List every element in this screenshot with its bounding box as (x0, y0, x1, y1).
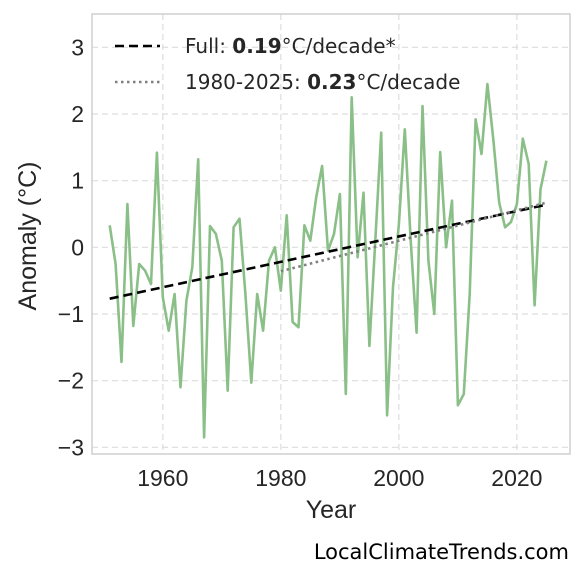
y-tick-label: 0 (71, 234, 84, 260)
x-axis-label: Year (306, 496, 357, 524)
legend-series-name: Full: (185, 34, 232, 58)
legend: Full: 0.19°C/decade*1980-2025: 0.23°C/de… (115, 34, 460, 94)
recent-trend-line (280, 201, 547, 273)
anomaly-series-line (108, 82, 548, 439)
y-tick-label: 3 (71, 34, 84, 60)
y-tick-label: −2 (58, 368, 84, 394)
plot-area-border (91, 13, 571, 455)
legend-trend-value: 0.19 (232, 34, 281, 58)
legend-entry: 1980-2025: 0.23°C/decade (185, 70, 460, 94)
legend-series-name: 1980-2025: (185, 70, 307, 94)
legend-entry: Full: 0.19°C/decade* (185, 34, 396, 58)
legend-trend-value: 0.23 (307, 70, 356, 94)
x-tick-label: 1980 (255, 465, 306, 491)
x-tick-label: 2020 (491, 465, 542, 491)
legend-trend-unit: °C/decade* (282, 34, 396, 58)
x-tick-label: 1960 (137, 465, 188, 491)
legend-trend-unit: °C/decade (356, 70, 460, 94)
y-tick-labels: −3 −2 −1 0 1 2 3 (58, 34, 84, 460)
y-tick-label: 1 (71, 168, 84, 194)
y-axis-label: Anomaly (°C) (14, 162, 42, 311)
y-tick-label: −1 (58, 301, 84, 327)
plot-lines (108, 82, 548, 439)
x-tick-label: 2000 (373, 465, 424, 491)
y-tick-label: 2 (71, 101, 84, 127)
watermark: LocalClimateTrends.com (313, 540, 569, 564)
x-tick-labels: 1960 1980 2000 2020 (137, 465, 542, 491)
y-tick-label: −3 (58, 434, 84, 460)
